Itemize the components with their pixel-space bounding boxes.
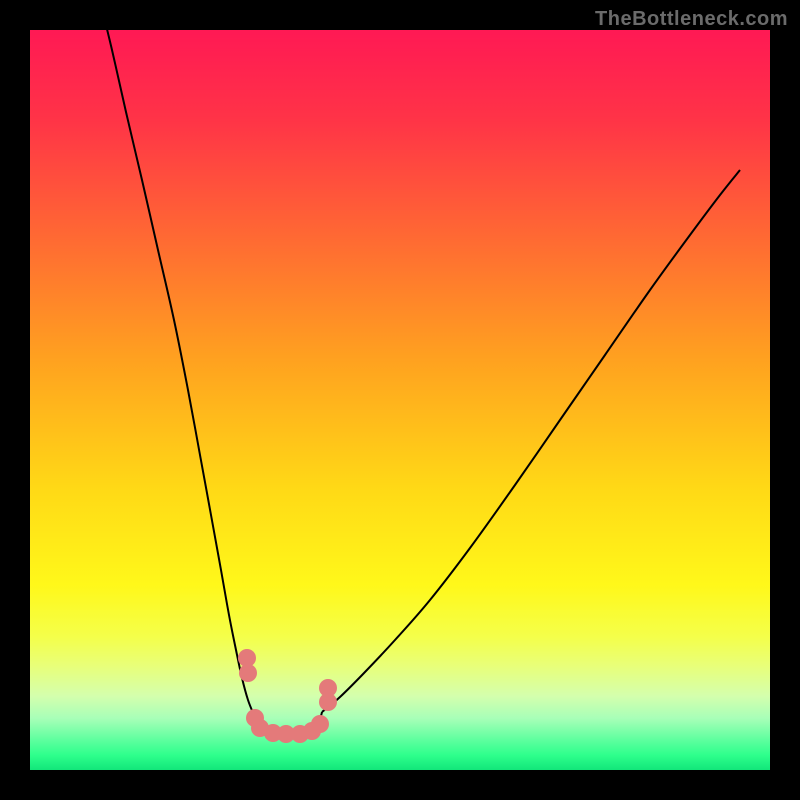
valley-marker [319,679,337,697]
chart-svg [30,30,770,770]
watermark-text: TheBottleneck.com [595,8,788,31]
bottleneck-chart [30,30,770,770]
valley-marker [239,664,257,682]
gradient-background [30,30,770,770]
valley-marker [311,715,329,733]
